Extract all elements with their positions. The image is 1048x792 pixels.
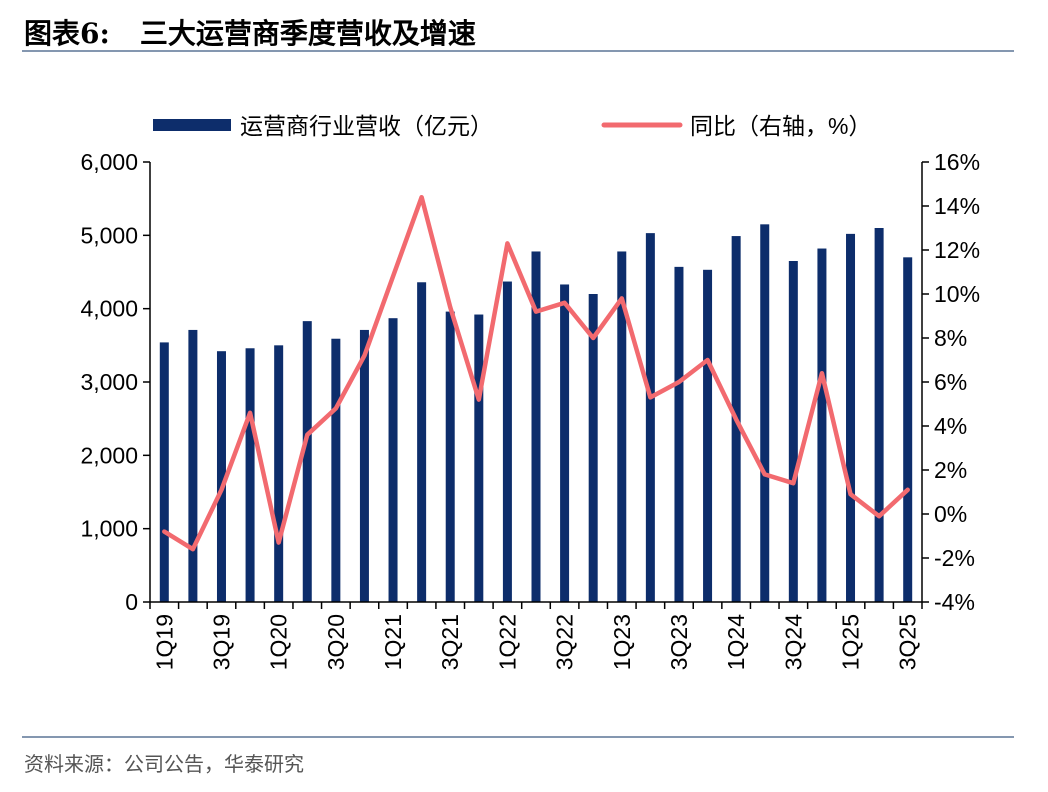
left-tick-label: 4,000 [80,296,138,322]
left-tick-label: 3,000 [80,369,138,395]
x-tick-label: 1Q22 [494,614,520,670]
bar-3Q22 [560,284,570,602]
left-tick-label: 5,000 [80,222,138,248]
bar-4Q20 [359,329,369,602]
figure-title: 三大运营商季度营收及增速 [139,17,476,50]
bar-4Q23 [703,269,713,602]
bar-2Q21 [417,282,427,602]
bar-3Q23 [674,266,684,602]
bar-3Q20 [331,338,341,602]
right-tick-label: -2% [934,545,975,571]
bar-2Q24 [760,224,770,602]
x-tick-label: 1Q23 [609,614,635,670]
footer-divider [22,736,1014,738]
x-tick-label: 1Q19 [151,614,177,670]
bar-1Q20 [274,345,284,602]
source-note: 资料来源：公司公告，华泰研究 [24,752,304,776]
bar-1Q21 [388,318,398,602]
bar-1Q23 [617,251,627,602]
bar-2Q25 [874,228,884,602]
legend-line-label: 同比（右轴，%） [690,113,871,139]
bar-4Q21 [474,314,484,602]
bar-1Q25 [846,233,856,602]
right-tick-label: 12% [934,237,980,263]
x-tick-label: 1Q20 [266,614,292,670]
figure-label: 图表6: [24,17,110,50]
left-tick-label: 1,000 [80,516,138,542]
bar-4Q19 [245,348,255,602]
x-tick-label: 1Q21 [380,614,406,670]
bar-3Q25 [903,257,913,602]
x-tick-label: 3Q22 [552,614,578,670]
legend-bar-label: 运营商行业营收（亿元） [240,113,493,139]
header-divider [22,50,1014,52]
x-tick-label: 3Q24 [780,614,806,670]
bar-4Q24 [817,248,827,602]
right-tick-label: 2% [934,457,967,483]
right-tick-label: 8% [934,325,967,351]
x-tick-label: 1Q25 [838,614,864,670]
x-tick-label: 3Q23 [666,614,692,670]
x-tick-label: 3Q21 [437,614,463,670]
right-tick-label: 6% [934,369,967,395]
bar-2Q20 [302,321,312,602]
x-tick-label: 1Q24 [723,614,749,670]
revenue-growth-chart: 0 1,000 2,000 3,000 4,000 5,000 6,000 -4% -2% 0% 2… [80,113,980,670]
right-tick-label: 0% [934,501,967,527]
left-tick-label: 0 [125,589,138,615]
bar-2Q23 [645,233,655,602]
x-tick-label: 3Q19 [208,614,234,670]
right-tick-label: 14% [934,193,980,219]
right-tick-label: -4% [934,589,975,615]
left-tick-label: 2,000 [80,442,138,468]
figure-header: 图表6: 三大运营商季度营收及增速 [24,12,476,52]
right-tick-label: 16% [934,149,980,175]
bar-2Q19 [188,329,198,602]
right-tick-label: 4% [934,413,967,439]
x-tick-label: 3Q25 [895,614,921,670]
bar-3Q19 [216,351,226,602]
bar-3Q21 [445,311,455,602]
x-tick-label: 3Q20 [323,614,349,670]
bar-3Q24 [788,261,798,602]
bar-1Q22 [502,281,512,602]
legend-bar-swatch [153,119,231,131]
left-tick-label: 6,000 [80,149,138,175]
bar-4Q22 [588,294,598,602]
bar-2Q22 [531,251,541,602]
right-tick-label: 10% [934,281,980,307]
bar-1Q19 [159,342,169,602]
